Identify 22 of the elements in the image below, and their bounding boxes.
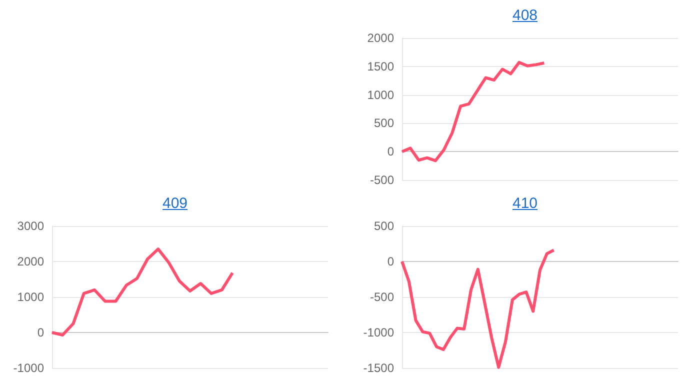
y-tick-label: 2000 bbox=[367, 31, 394, 45]
line-series bbox=[50, 248, 234, 336]
chart-title: 410 bbox=[512, 195, 538, 212]
y-tick-label: 500 bbox=[374, 116, 394, 130]
y-tick-label: 0 bbox=[37, 326, 44, 340]
y-tick-label: 1000 bbox=[17, 290, 44, 304]
y-tick-label: -1000 bbox=[13, 361, 44, 375]
chart-title: 408 bbox=[512, 7, 538, 24]
line-series bbox=[400, 60, 546, 162]
y-tick-label: 3000 bbox=[17, 219, 44, 233]
y-tick-label: 2000 bbox=[17, 254, 44, 268]
y-tick-label: 1500 bbox=[367, 59, 394, 74]
y-tick-label: 500 bbox=[374, 219, 394, 233]
y-tick-label: -500 bbox=[370, 173, 394, 187]
line-series bbox=[400, 248, 556, 369]
y-tick-label: 0 bbox=[387, 254, 394, 268]
y-tick-label: -1000 bbox=[363, 326, 394, 340]
y-tick-label: 0 bbox=[387, 144, 394, 159]
chart-title: 409 bbox=[162, 195, 188, 212]
y-tick-label: -1500 bbox=[363, 361, 394, 375]
y-tick-label: 1000 bbox=[367, 88, 394, 102]
y-tick-label: -500 bbox=[370, 290, 394, 304]
